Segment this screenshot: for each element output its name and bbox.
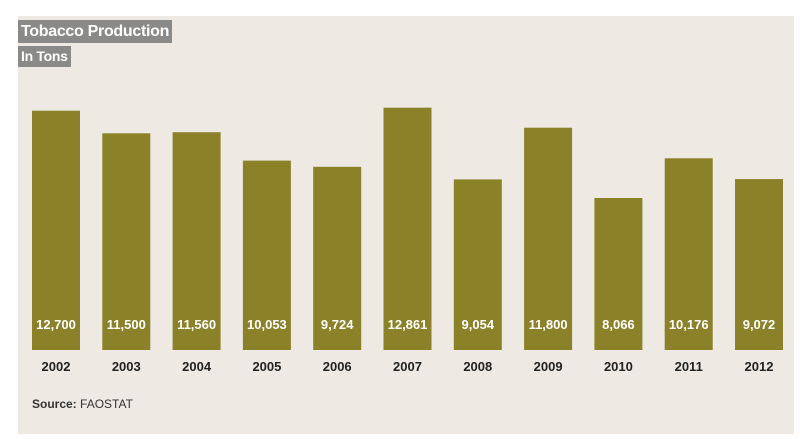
bar-2011: [664, 158, 713, 350]
year-label-2009: 2009: [534, 359, 563, 374]
value-label-2003: 11,500: [107, 317, 146, 332]
value-label-2007: 12,861: [388, 317, 428, 332]
bar-2003: [102, 133, 151, 350]
source-label: Source:: [32, 397, 77, 411]
chart-title: Tobacco Production: [18, 20, 173, 43]
value-label-2010: 8,066: [602, 317, 635, 332]
bar-2012: [735, 179, 783, 350]
year-label-2012: 2012: [745, 359, 774, 374]
year-label-2010: 2010: [604, 359, 633, 374]
bar-2008: [453, 179, 502, 350]
chart-subtitle: In Tons: [18, 46, 71, 67]
value-label-2005: 10,053: [247, 317, 287, 332]
bar-2006: [313, 166, 362, 350]
year-label-2002: 2002: [42, 359, 71, 374]
bar-2002: [32, 110, 80, 350]
year-label-2003: 2003: [112, 359, 141, 374]
year-label-2006: 2006: [323, 359, 352, 374]
source-text: FAOSTAT: [80, 397, 133, 411]
bar-2010: [594, 198, 643, 350]
value-label-2009: 11,800: [529, 317, 568, 332]
bar-2004: [172, 132, 221, 350]
value-label-2011: 10,176: [669, 317, 709, 332]
year-label-2008: 2008: [463, 359, 492, 374]
value-label-2004: 11,560: [177, 317, 216, 332]
value-label-2002: 12,700: [36, 317, 76, 332]
year-label-2004: 2004: [182, 359, 212, 374]
value-label-2006: 9,724: [321, 317, 354, 332]
value-label-2012: 9,072: [743, 317, 776, 332]
source-note: Source: FAOSTAT: [32, 397, 133, 411]
year-label-2007: 2007: [393, 359, 422, 374]
value-label-2008: 9,054: [462, 317, 495, 332]
bar-2007: [383, 107, 432, 350]
year-label-2005: 2005: [252, 359, 281, 374]
year-label-2011: 2011: [675, 359, 703, 374]
bar-2005: [242, 160, 291, 350]
bar-2009: [524, 127, 573, 350]
